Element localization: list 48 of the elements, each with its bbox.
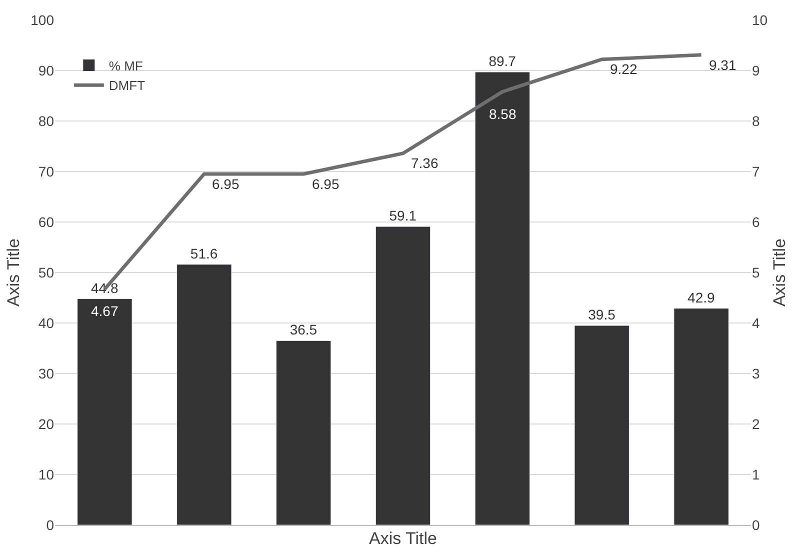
- data-label: 4.67: [91, 303, 118, 319]
- y2-tick-label: 10: [752, 12, 768, 28]
- y2-tick-label: 2: [752, 416, 760, 432]
- y-tick-label: 70: [38, 163, 54, 180]
- y2-tick-label: 6: [752, 214, 760, 230]
- data-label: 51.6: [190, 245, 218, 262]
- y-tick-label: 30: [38, 365, 54, 382]
- data-label: 8.58: [489, 106, 516, 122]
- y2-tick-label: 0: [752, 516, 760, 533]
- data-label: 39.5: [588, 306, 616, 323]
- y-tick-label: 90: [38, 62, 54, 78]
- bar: [375, 226, 431, 525]
- data-label: 59.1: [389, 208, 417, 224]
- data-label: 9.22: [610, 61, 638, 77]
- bar: [574, 325, 630, 525]
- legend-label: % MF: [108, 58, 143, 74]
- y-tick-label: 60: [38, 214, 54, 230]
- data-label: 6.95: [212, 176, 240, 192]
- y2-tick-label: 1: [752, 466, 760, 482]
- y-tick-label: 20: [38, 416, 54, 432]
- data-label: 9.31: [709, 57, 736, 73]
- legend-label: DMFT: [108, 78, 146, 94]
- y-tick-label: 50: [38, 264, 54, 280]
- y2-tick-label: 3: [752, 365, 760, 382]
- data-label: 6.95: [312, 176, 340, 192]
- y-tick-label: 10: [38, 466, 54, 482]
- y-axis-title: Axis Title: [4, 238, 24, 307]
- bar: [674, 308, 729, 525]
- y-tick-label: 0: [46, 516, 54, 533]
- y-tick-label: 80: [38, 112, 54, 129]
- y-tick-label: 40: [38, 314, 54, 331]
- y2-tick-label: 8: [752, 112, 760, 129]
- y2-tick-label: 4: [752, 314, 760, 331]
- data-label: 7.36: [411, 155, 438, 171]
- data-label: 42.9: [688, 289, 716, 306]
- data-label: 44.8: [90, 280, 118, 296]
- y2-axis-title: Axis Title: [770, 238, 790, 307]
- data-label: 36.5: [290, 322, 318, 338]
- bar: [77, 298, 132, 525]
- y2-tick-label: 5: [752, 264, 760, 280]
- y2-tick-label: 9: [752, 62, 760, 78]
- x-axis-title: Axis Title: [368, 529, 438, 548]
- data-label: 89.7: [488, 53, 516, 70]
- bar: [474, 72, 530, 525]
- bar: [276, 340, 332, 525]
- y2-tick-label: 7: [752, 163, 760, 180]
- y-tick-label: 100: [30, 12, 54, 28]
- bar: [176, 264, 232, 525]
